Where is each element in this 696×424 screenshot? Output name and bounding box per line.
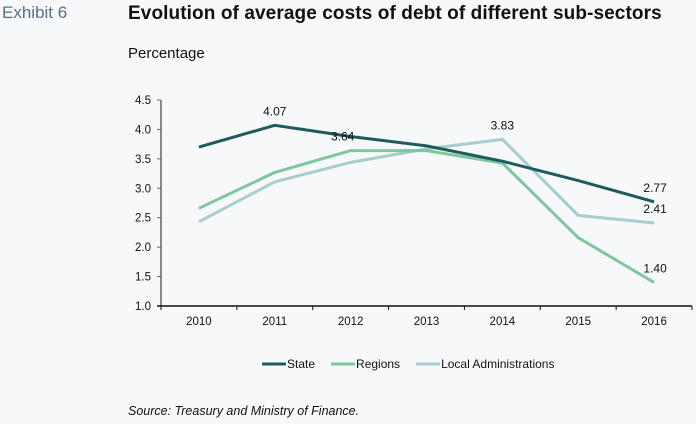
data-labels: 4.07 3.64 3.83 2.77 2.41 1.40	[263, 104, 667, 275]
x-tick-label: 2016	[641, 316, 667, 328]
legend-label: Local Administrations	[441, 357, 554, 371]
exhibit-label: Exhibit 6	[2, 3, 68, 22]
x-tick-label: 2010	[186, 316, 212, 328]
x-tick-label: 2015	[565, 316, 591, 328]
data-label: 1.40	[643, 261, 667, 275]
series-line-local-administrations	[198, 137, 655, 225]
x-tick-label: 2011	[262, 316, 287, 328]
data-label: 2.77	[643, 181, 667, 195]
y-tick-label: 3.0	[135, 183, 151, 195]
y-tick-label: 3.5	[135, 154, 151, 166]
y-tick-label: 4.5	[135, 95, 151, 107]
data-label: 2.41	[643, 202, 667, 216]
y-tick-label: 4.0	[135, 124, 151, 136]
data-label: 3.83	[491, 118, 515, 132]
chart-title: Evolution of average costs of debt of di…	[128, 3, 662, 24]
y-tick-label: 1.5	[135, 272, 151, 284]
chart-subtitle: Percentage	[128, 45, 205, 62]
x-tick-label: 2013	[414, 316, 440, 328]
series-lines	[198, 123, 655, 284]
legend-label: State	[287, 357, 315, 371]
legend-label: Regions	[356, 357, 400, 371]
data-label: 3.64	[331, 130, 355, 144]
x-tick-label: 2014	[490, 316, 516, 328]
x-tick-label: 2012	[338, 316, 364, 328]
axes: 1.0 1.5 2.0 2.5 3.0 3.5 4.0 4.5 2010 2011 2012 2013…	[135, 95, 693, 328]
data-label: 4.07	[263, 104, 287, 118]
y-tick-label: 2.0	[135, 242, 151, 254]
y-tick-label: 2.5	[135, 213, 151, 225]
series-line-regions	[198, 149, 655, 284]
series-line-state	[198, 123, 655, 204]
y-tick-label: 1.0	[135, 301, 151, 313]
legend: State Regions Local Administrations	[262, 357, 554, 371]
source-note: Source: Treasury and Ministry of Finance…	[128, 404, 360, 418]
